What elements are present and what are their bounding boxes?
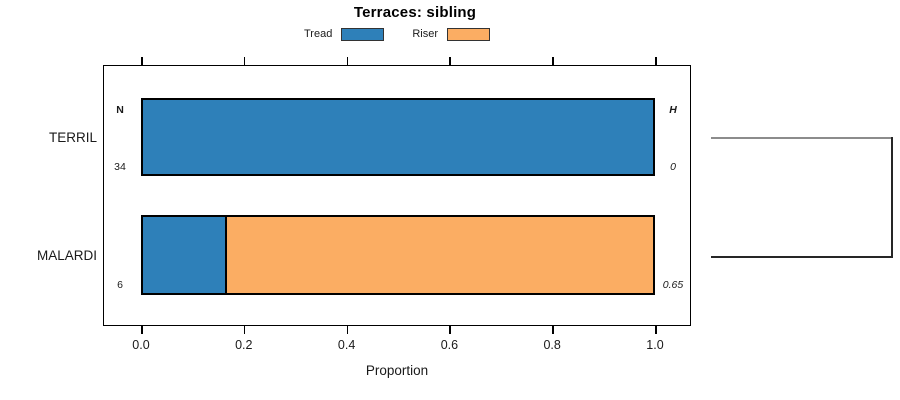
x-tick-top	[449, 57, 451, 65]
x-tick-label: 1.0	[646, 338, 664, 352]
h-value-terril: 0	[670, 161, 676, 173]
chart-title: Terraces: sibling	[353, 4, 477, 21]
legend-label-tread: Tread	[304, 28, 333, 40]
x-axis-label: Proportion	[365, 363, 429, 378]
n-value-terril: 34	[114, 161, 126, 173]
dendrogram-branch-terril	[711, 137, 893, 139]
x-tick-bottom	[655, 326, 657, 334]
dendrogram-join	[891, 137, 893, 258]
x-tick-label: 0.0	[132, 338, 150, 352]
x-tick-bottom	[449, 326, 451, 334]
x-tick-top	[655, 57, 657, 65]
x-tick-bottom	[346, 326, 349, 334]
n-column-header: N	[116, 104, 124, 116]
bar-row-terril	[141, 98, 655, 176]
bar-segment-tread	[143, 100, 653, 174]
y-axis-label-terril: TERRIL	[48, 130, 97, 145]
x-tick-label: 0.2	[235, 338, 253, 352]
x-tick-bottom	[552, 326, 554, 334]
legend-swatch-riser	[447, 27, 490, 41]
h-value-malardi: 0.65	[662, 279, 684, 291]
x-tick-top	[243, 57, 246, 65]
h-column-header: H	[669, 104, 677, 116]
x-tick-label: 0.8	[543, 338, 561, 352]
y-axis-label-malardi: MALARDI	[36, 248, 97, 263]
n-value-malardi: 6	[117, 279, 123, 291]
x-tick-bottom	[243, 326, 246, 334]
legend: Tread Riser	[103, 26, 691, 42]
bar-segment-riser	[227, 217, 653, 293]
bar-segment-tread	[143, 217, 228, 293]
x-tick-label: 0.6	[440, 338, 459, 352]
legend-swatch-tread	[341, 27, 385, 41]
bar-row-malardi	[141, 215, 655, 295]
x-tick-top	[346, 57, 349, 65]
x-tick-label: 0.4	[337, 338, 356, 352]
legend-label-riser: Riser	[412, 28, 438, 40]
x-tick-bottom	[141, 326, 143, 334]
x-tick-top	[141, 57, 143, 65]
dendrogram-branch-malardi	[711, 256, 893, 258]
x-tick-top	[552, 57, 554, 65]
